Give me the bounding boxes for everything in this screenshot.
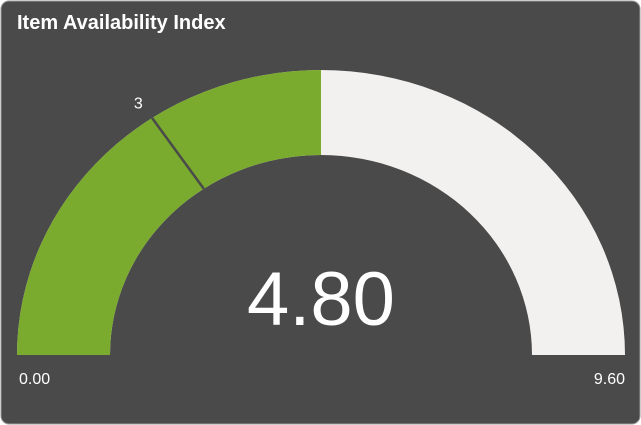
chart-title: Item Availability Index (17, 12, 226, 34)
gauge-value-arc (17, 70, 321, 355)
threshold-label: 3 (134, 95, 143, 112)
threshold-marker (151, 117, 205, 190)
gauge-value-label: 4.80 (247, 257, 395, 342)
gauge-range-label: 9.60 (594, 371, 625, 388)
gauge-range-label: 0.00 (19, 371, 50, 388)
